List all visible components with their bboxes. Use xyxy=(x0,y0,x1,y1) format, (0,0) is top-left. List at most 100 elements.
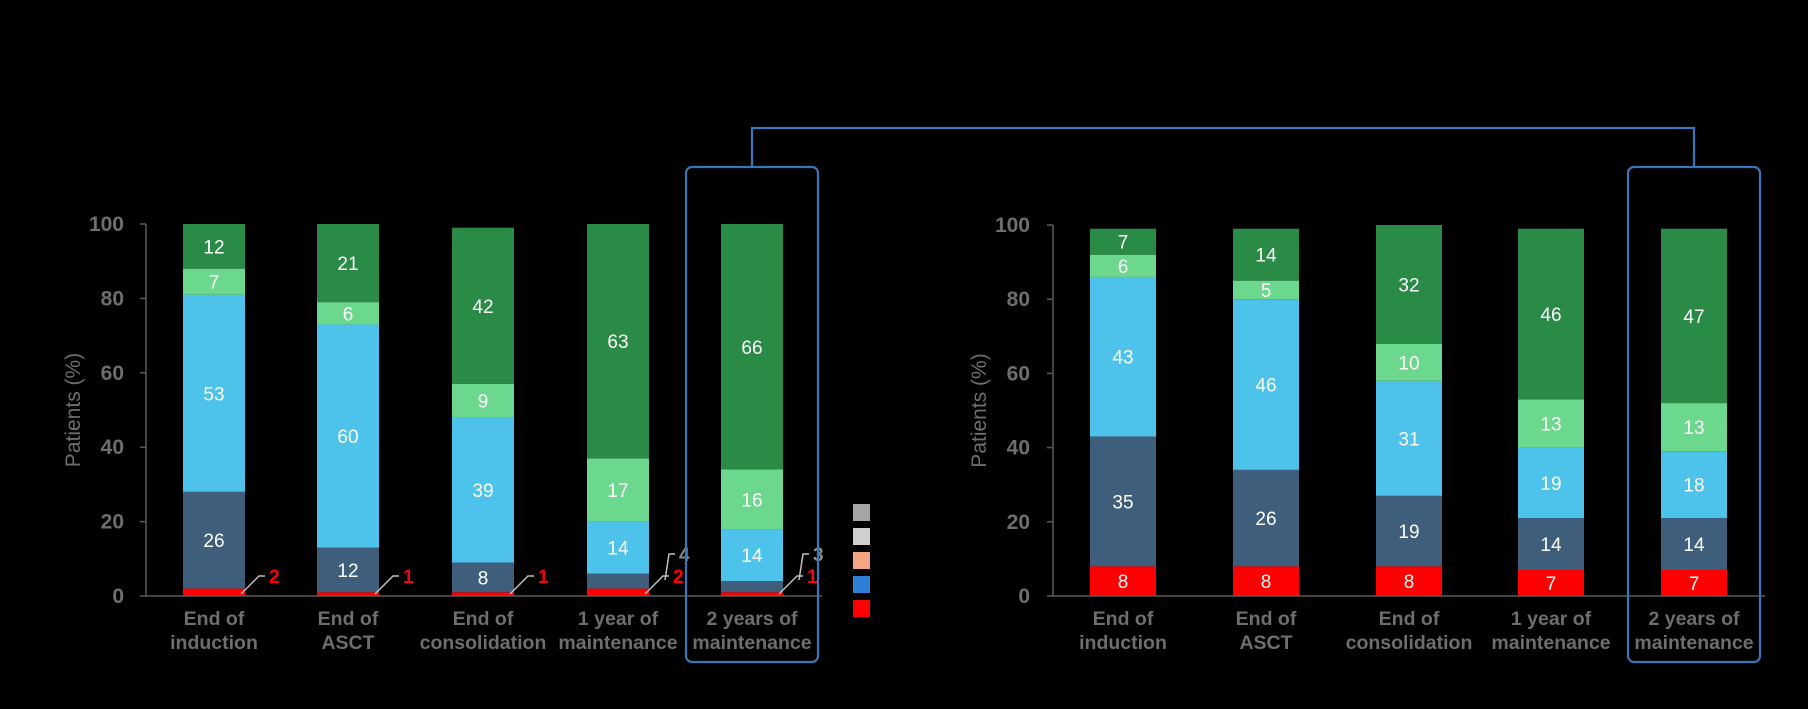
bar-segment-red xyxy=(587,588,649,596)
category-label-line: 1 year of xyxy=(1511,608,1592,630)
data-label: 8 xyxy=(1261,572,1272,593)
data-label: 26 xyxy=(1255,509,1276,530)
data-label: 7 xyxy=(209,273,220,294)
bar-segment-light-green xyxy=(183,268,245,295)
data-label: 7 xyxy=(1689,574,1700,595)
data-label: 19 xyxy=(1398,522,1419,543)
bar-segment-dark-slate xyxy=(183,491,245,589)
bar-segment-dark-green xyxy=(721,224,783,470)
bar-segment-light-green xyxy=(1518,399,1584,448)
data-label: 46 xyxy=(1255,376,1276,397)
category-label: 1 year of maintenance xyxy=(558,608,677,654)
bar-segment-light-blue xyxy=(1518,447,1584,519)
data-label: 6 xyxy=(1118,257,1129,278)
bar-segment-dark-slate xyxy=(1518,518,1584,571)
bar-segment-light-green xyxy=(1661,403,1727,452)
y-tick-label: 20 xyxy=(101,511,124,534)
bar-segment-light-blue xyxy=(1233,299,1299,470)
bar-segment-light-green xyxy=(1233,280,1299,300)
callout-line xyxy=(798,553,809,581)
data-label: 42 xyxy=(472,297,493,318)
bar-segment-light-blue xyxy=(721,529,783,582)
y-tick-label: 80 xyxy=(101,287,124,310)
bar-segment-light-green xyxy=(317,302,379,325)
bar-segment-red xyxy=(1376,566,1442,596)
y-tick-label: 100 xyxy=(89,213,124,236)
bar-segment-red xyxy=(1090,566,1156,596)
data-label: 21 xyxy=(337,254,358,275)
category-label-line: ASCT xyxy=(321,632,374,654)
data-label: 8 xyxy=(1118,572,1129,593)
category-label-line: ASCT xyxy=(1239,632,1292,654)
category-label: 2 years of maintenance xyxy=(1634,608,1753,654)
category-label: End of ASCT xyxy=(318,608,379,654)
bar-segment-dark-green xyxy=(1090,228,1156,255)
bar-segment-red xyxy=(1518,570,1584,596)
data-label: 66 xyxy=(741,338,762,359)
bar-segment-red xyxy=(317,592,379,596)
category-label-line: maintenance xyxy=(1491,632,1610,654)
data-label: 9 xyxy=(478,392,489,413)
data-label: 12 xyxy=(203,237,224,258)
category-label-line: induction xyxy=(1079,632,1167,654)
data-label: 16 xyxy=(741,490,762,511)
bar-segment-dark-slate xyxy=(317,547,379,593)
data-label-callout: 1 xyxy=(538,567,549,588)
y-tick-label: 40 xyxy=(101,436,124,459)
bar-segment-dark-green xyxy=(452,227,514,384)
legend-swatch xyxy=(853,528,870,545)
data-label: 43 xyxy=(1112,348,1133,369)
data-label-callout: 1 xyxy=(807,567,818,588)
category-label-line: induction xyxy=(170,632,258,654)
bar-segment-red xyxy=(183,588,245,596)
bar-segment-dark-green xyxy=(183,224,245,269)
data-label: 7 xyxy=(1546,574,1557,595)
bar-segment-dark-slate xyxy=(452,562,514,593)
y-tick-label: 20 xyxy=(1007,511,1030,534)
data-label: 10 xyxy=(1398,353,1419,374)
data-label: 7 xyxy=(1118,233,1129,254)
y-tick-label: 0 xyxy=(1018,585,1030,608)
category-label-line: 2 years of xyxy=(706,608,798,630)
data-label: 12 xyxy=(337,561,358,582)
y-tick-label: 60 xyxy=(1007,362,1030,385)
y-tick-label: 40 xyxy=(1007,437,1030,460)
bar-segment-dark-green xyxy=(1518,228,1584,400)
category-label-line: maintenance xyxy=(558,632,677,654)
data-label: 63 xyxy=(607,332,628,353)
data-label: 19 xyxy=(1540,474,1561,495)
category-label-line: maintenance xyxy=(1634,632,1753,654)
category-label-line: 2 years of xyxy=(1648,608,1740,630)
data-label-callout: 4 xyxy=(679,545,690,566)
connector-bracket xyxy=(750,126,1696,167)
data-label: 60 xyxy=(337,427,358,448)
bar-segment-red xyxy=(1233,566,1299,596)
category-label-line: End of xyxy=(1379,608,1440,630)
category-label-line: End of xyxy=(318,608,379,630)
category-label: 2 years of maintenance xyxy=(692,608,811,654)
bar-segment-light-green xyxy=(587,458,649,522)
data-label: 8 xyxy=(478,568,489,589)
category-label: 1 year of maintenance xyxy=(1491,608,1610,654)
category-label-line: consolidation xyxy=(1346,632,1473,654)
bar-segment-dark-green xyxy=(317,224,379,303)
data-label: 14 xyxy=(1683,535,1705,556)
bar-segment-light-blue xyxy=(1376,380,1442,496)
bar-segment-light-green xyxy=(1090,254,1156,277)
bar-segment-dark-slate xyxy=(1233,469,1299,567)
data-label: 39 xyxy=(472,481,493,502)
data-label: 14 xyxy=(1540,535,1562,556)
data-label-callout: 1 xyxy=(403,567,414,588)
data-label: 32 xyxy=(1398,275,1419,296)
category-label: End of induction xyxy=(170,608,258,654)
category-label-line: End of xyxy=(184,608,245,630)
data-label: 13 xyxy=(1683,418,1704,439)
legend-swatch xyxy=(853,552,870,569)
bar-segment-light-blue xyxy=(1661,451,1727,519)
y-tick-label: 0 xyxy=(112,585,124,608)
bar-segment-light-blue xyxy=(183,294,245,492)
bar-segment-dark-slate xyxy=(1376,495,1442,567)
legend-swatch xyxy=(853,600,870,617)
